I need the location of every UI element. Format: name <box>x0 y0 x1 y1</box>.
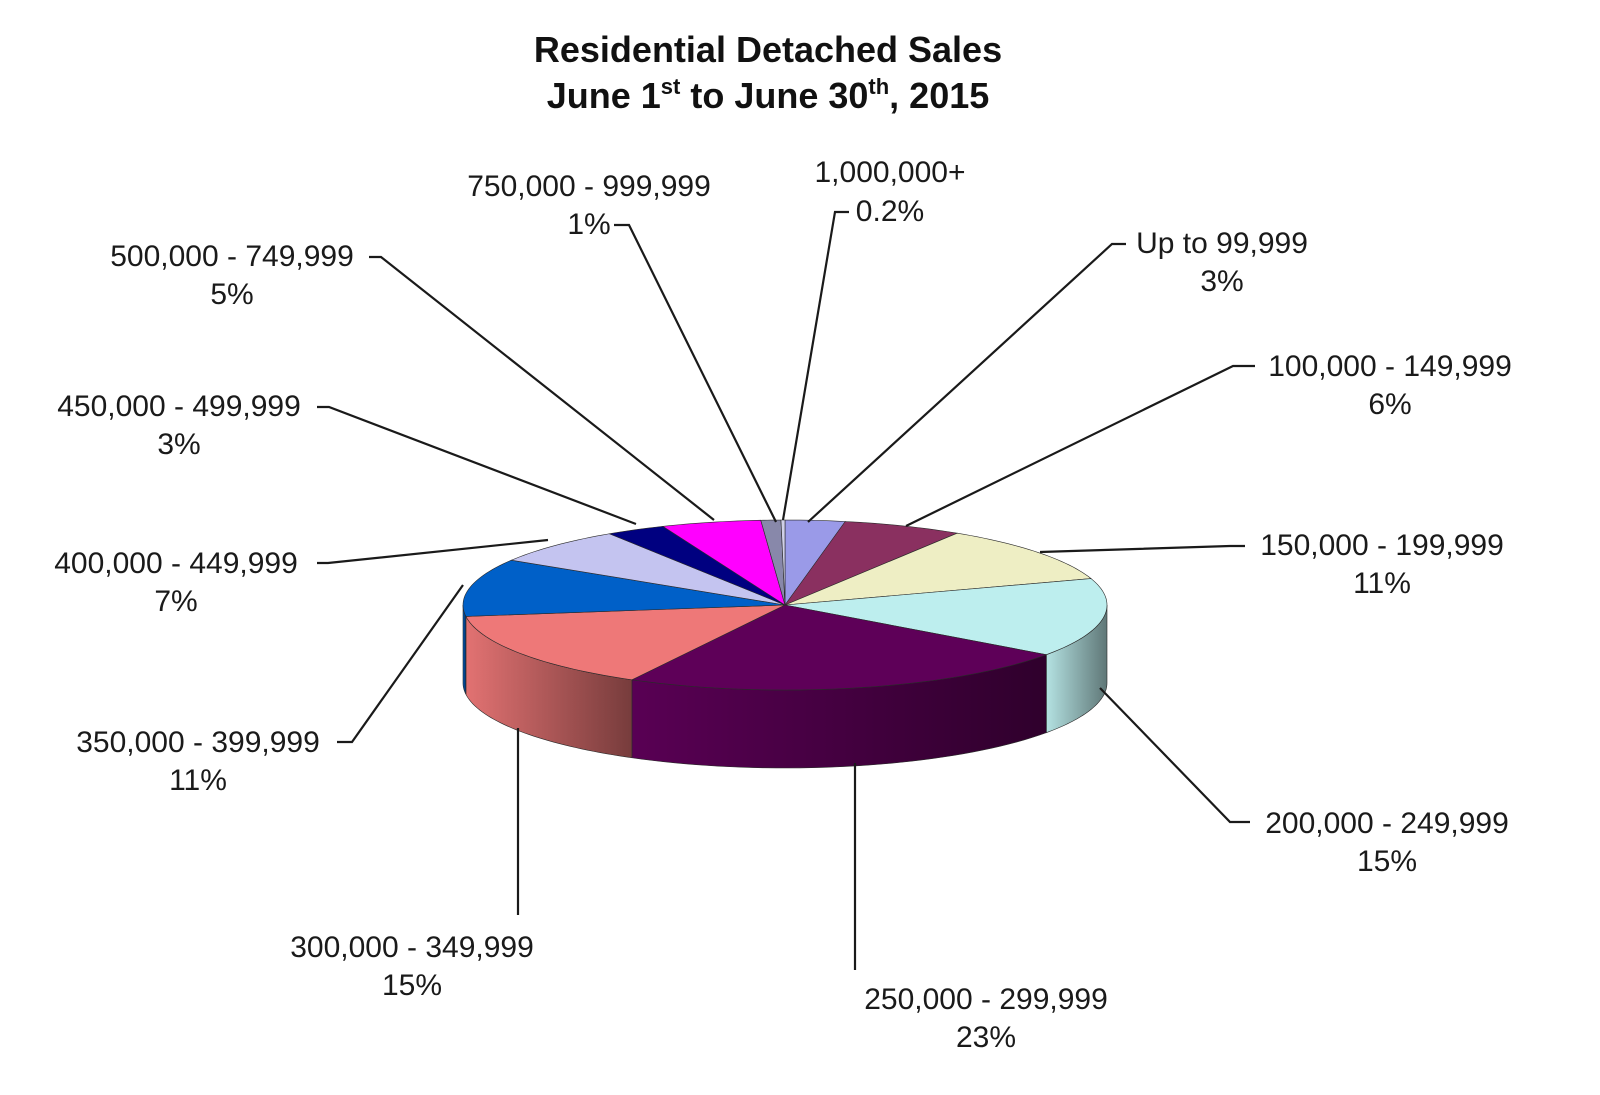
slice-percent-100-000-149-999: 6% <box>1368 388 1411 421</box>
leader-line-up-to-99-999 <box>807 242 1126 523</box>
pie-slice-750-000-999-999 <box>760 519 786 606</box>
slice-percent-400-000-449-999: 7% <box>154 585 197 618</box>
title-part-a: June 1 <box>547 75 661 116</box>
pie-slice-400-000-449-999 <box>510 533 786 606</box>
slice-label-250-000-299-999: 250,000 - 299,999 <box>864 983 1108 1016</box>
leader-line-350-000-399-999 <box>337 584 464 744</box>
slice-label-up-to-99-999: Up to 99,999 <box>1136 227 1308 260</box>
slice-percent-1-000-000: 0.2% <box>856 195 924 228</box>
leader-line-150-000-199-999 <box>1039 544 1245 554</box>
leader-line-100-000-149-999 <box>905 364 1255 527</box>
slice-percent-up-to-99-999: 3% <box>1200 265 1243 298</box>
slice-label-450-000-499-999: 450,000 - 499,999 <box>57 390 301 423</box>
leader-line-200-000-249-999 <box>1099 687 1250 824</box>
title-part-b: to June 30 <box>680 75 868 116</box>
slice-percent-150-000-199-999: 11% <box>1353 567 1411 600</box>
slice-label-200-000-249-999: 200,000 - 249,999 <box>1265 807 1509 840</box>
slice-label-150-000-199-999: 150,000 - 199,999 <box>1260 529 1504 562</box>
pie-slice-300-000-349-999 <box>465 604 786 681</box>
slice-percent-350-000-399-999: 11% <box>169 764 227 797</box>
slice-percent-500-000-749-999: 5% <box>210 278 253 311</box>
pie-tops <box>462 519 1108 691</box>
title-sup-st: st <box>661 74 681 99</box>
slice-percent-300-000-349-999: 15% <box>382 969 442 1002</box>
pie-slice-150-000-199-999 <box>784 532 1092 606</box>
chart-title-line1: Residential Detached Sales <box>534 29 1002 70</box>
leader-lines <box>317 210 1255 970</box>
slice-label-750-000-999-999: 750,000 - 999,999 <box>467 170 711 203</box>
slice-label-350-000-399-999: 350,000 - 399,999 <box>76 726 320 759</box>
pie-slice-450-000-499-999 <box>608 526 786 606</box>
leader-line-1-000-000 <box>781 210 849 521</box>
pie-sides <box>462 604 1108 769</box>
title-part-c: , 2015 <box>889 75 989 116</box>
leader-line-400-000-449-999 <box>317 538 549 565</box>
pie-slice-350-000-399-999 <box>462 559 786 617</box>
pie-slice-500-000-749-999 <box>662 519 786 606</box>
pie-slice-1-000-000 <box>780 519 786 606</box>
slice-labels: Up to 99,999 3% 100,000 - 149,999 6% 150,000… <box>54 156 1512 1054</box>
leader-line-500-000-749-999 <box>369 255 715 521</box>
slice-percent-450-000-499-999: 3% <box>157 428 200 461</box>
slice-label-400-000-449-999: 400,000 - 449,999 <box>54 547 298 580</box>
pie-slice-200-000-249-999 <box>784 578 1108 655</box>
pie-slice-250-000-299-999 <box>630 604 1048 691</box>
slice-percent-200-000-249-999: 15% <box>1357 845 1417 878</box>
slice-label-300-000-349-999: 300,000 - 349,999 <box>290 931 534 964</box>
pie-slice-100-000-149-999 <box>784 521 959 606</box>
pie-side-350-000-399-999 <box>462 605 467 695</box>
chart-title-line2: June 1st to June 30th, 2015 <box>547 74 990 116</box>
slice-label-1-000-000: 1,000,000+ <box>815 156 966 189</box>
slice-label-500-000-749-999: 500,000 - 749,999 <box>110 240 354 273</box>
slice-label-100-000-149-999: 100,000 - 149,999 <box>1268 350 1512 383</box>
slice-percent-750-000-999-999: 1% <box>567 208 610 241</box>
slice-percent-250-000-299-999: 23% <box>956 1021 1016 1054</box>
leader-line-750-000-999-999 <box>614 223 777 523</box>
leader-line-450-000-499-999 <box>317 405 637 526</box>
title-sup-th: th <box>868 74 889 99</box>
